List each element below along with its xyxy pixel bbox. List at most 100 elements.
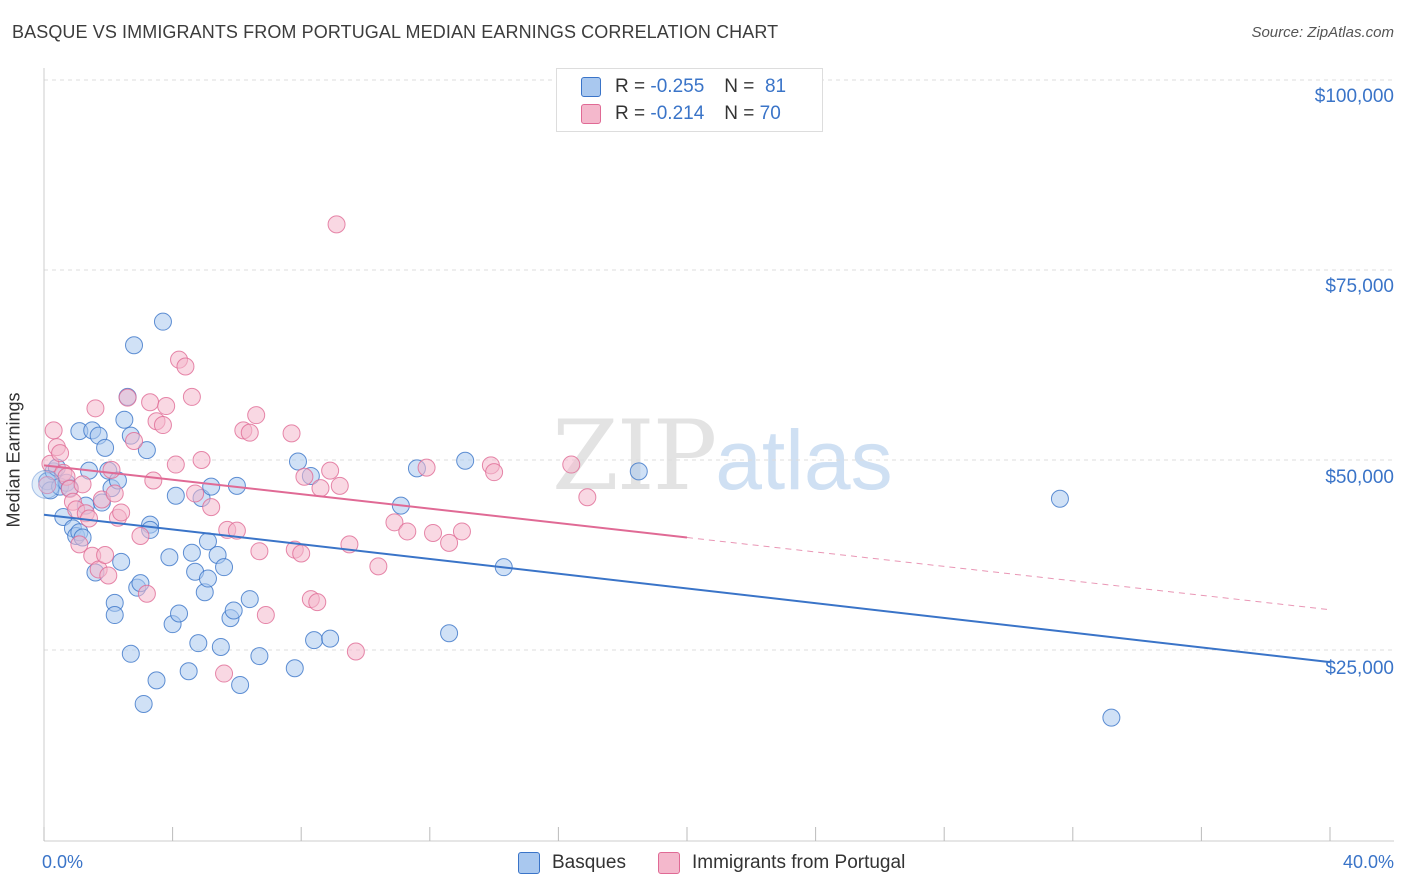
portugal-point	[112, 503, 131, 522]
basques-point	[121, 644, 140, 663]
portugal-point	[250, 542, 269, 561]
basques-point	[202, 477, 221, 496]
portugal-point	[256, 606, 275, 625]
portugal-point	[86, 399, 105, 418]
bottom-legend-basques: Basques	[518, 852, 626, 874]
basques-point	[240, 590, 259, 609]
portugal-point	[141, 393, 160, 412]
basques-point	[179, 662, 198, 681]
portugal-point	[452, 522, 471, 541]
basques-point	[112, 552, 131, 571]
basques-point	[189, 634, 208, 653]
portugal-point	[73, 475, 92, 494]
portugal-trend-line-dashed	[686, 537, 1331, 611]
basques-point	[170, 604, 189, 623]
bottom-legend-label: Basques	[552, 852, 626, 873]
basques-point	[224, 601, 243, 620]
portugal-point	[247, 406, 266, 425]
portugal-point	[99, 566, 118, 585]
portugal-point	[398, 522, 417, 541]
legend-n-value: 81	[764, 76, 787, 97]
basques-point	[115, 410, 134, 429]
basques-point	[105, 606, 124, 625]
portugal-point	[282, 424, 301, 443]
portugal-point	[182, 387, 201, 406]
bottom-legend-portugal: Immigrants from Portugal	[658, 852, 905, 874]
portugal-point	[385, 513, 404, 532]
portugal-point	[144, 471, 163, 490]
y-tick-label-50000: $50,000	[1325, 467, 1394, 488]
portugal-point	[192, 451, 211, 469]
basques-point	[215, 558, 234, 577]
portugal-point	[227, 521, 246, 540]
portugal-point	[485, 463, 504, 482]
basques-point	[96, 438, 115, 457]
y-tick-label-75000: $75,000	[1325, 276, 1394, 297]
legend-r-value: -0.214	[650, 103, 705, 124]
legend-swatch-blue	[581, 77, 601, 97]
portugal-point	[424, 523, 443, 542]
portugal-point	[38, 476, 57, 495]
legend-n-value: 70	[759, 103, 781, 124]
portugal-point	[70, 535, 89, 554]
portugal-point	[51, 444, 70, 463]
basques-point	[250, 647, 269, 666]
portugal-point	[330, 476, 349, 495]
basques-point	[147, 671, 166, 690]
x-tick-label-min: 0.0%	[42, 852, 84, 872]
basques-point	[1050, 489, 1069, 508]
basques-point	[285, 659, 304, 678]
legend-row-basques: R = -0.255 N = 81	[581, 74, 786, 100]
basques-point	[182, 543, 201, 562]
portugal-point	[125, 432, 144, 450]
basques-point	[456, 451, 475, 470]
portugal-point	[131, 527, 150, 545]
chart-source: Source: ZipAtlas.com	[1251, 24, 1394, 41]
portugal-point	[295, 467, 314, 486]
basques-point	[134, 694, 153, 713]
portugal-point	[346, 642, 365, 661]
bottom-legend-label: Immigrants from Portugal	[692, 852, 906, 873]
portugal-trend-line	[43, 464, 688, 539]
portugal-point	[137, 584, 156, 603]
basques-trend-line	[43, 513, 1331, 664]
portugal-point	[562, 455, 581, 474]
basques-point	[211, 637, 230, 656]
basques-point	[305, 631, 324, 650]
legend-n-label: N =	[724, 103, 755, 124]
portugal-point	[105, 484, 124, 503]
basques-point	[440, 624, 459, 643]
portugal-point	[417, 458, 436, 477]
legend-n-label: N =	[724, 76, 755, 97]
basques-point	[321, 629, 340, 648]
legend-row-portugal: R = -0.214 N = 70	[581, 101, 781, 127]
chart-title: BASQUE VS IMMIGRANTS FROM PORTUGAL MEDIA…	[12, 22, 779, 42]
basques-point	[160, 548, 179, 567]
basques-point	[629, 462, 648, 481]
basques-point	[231, 675, 250, 694]
portugal-point	[327, 215, 346, 234]
basques-point	[31, 469, 61, 499]
portugal-point	[166, 455, 185, 474]
basques-point	[1102, 708, 1121, 727]
bottom-legend-swatch-pink	[658, 852, 680, 874]
portugal-point	[292, 544, 311, 563]
basques-point	[288, 452, 307, 471]
legend-r-label: R =	[615, 76, 646, 97]
portugal-point	[311, 479, 330, 498]
portugal-point	[202, 498, 221, 517]
basques-point	[166, 486, 185, 505]
y-tick-label-100000: $100,000	[1314, 86, 1394, 107]
basques-point	[153, 312, 172, 331]
bottom-legend-swatch-blue	[518, 852, 540, 874]
portugal-point	[308, 593, 327, 612]
portugal-point	[440, 533, 459, 552]
basques-point	[137, 441, 156, 460]
portugal-point	[240, 423, 259, 442]
portugal-point	[321, 461, 340, 480]
portugal-point	[102, 460, 121, 479]
legend-swatch-pink	[581, 104, 601, 124]
y-tick-label-25000: $25,000	[1325, 658, 1394, 679]
portugal-point	[96, 546, 115, 564]
